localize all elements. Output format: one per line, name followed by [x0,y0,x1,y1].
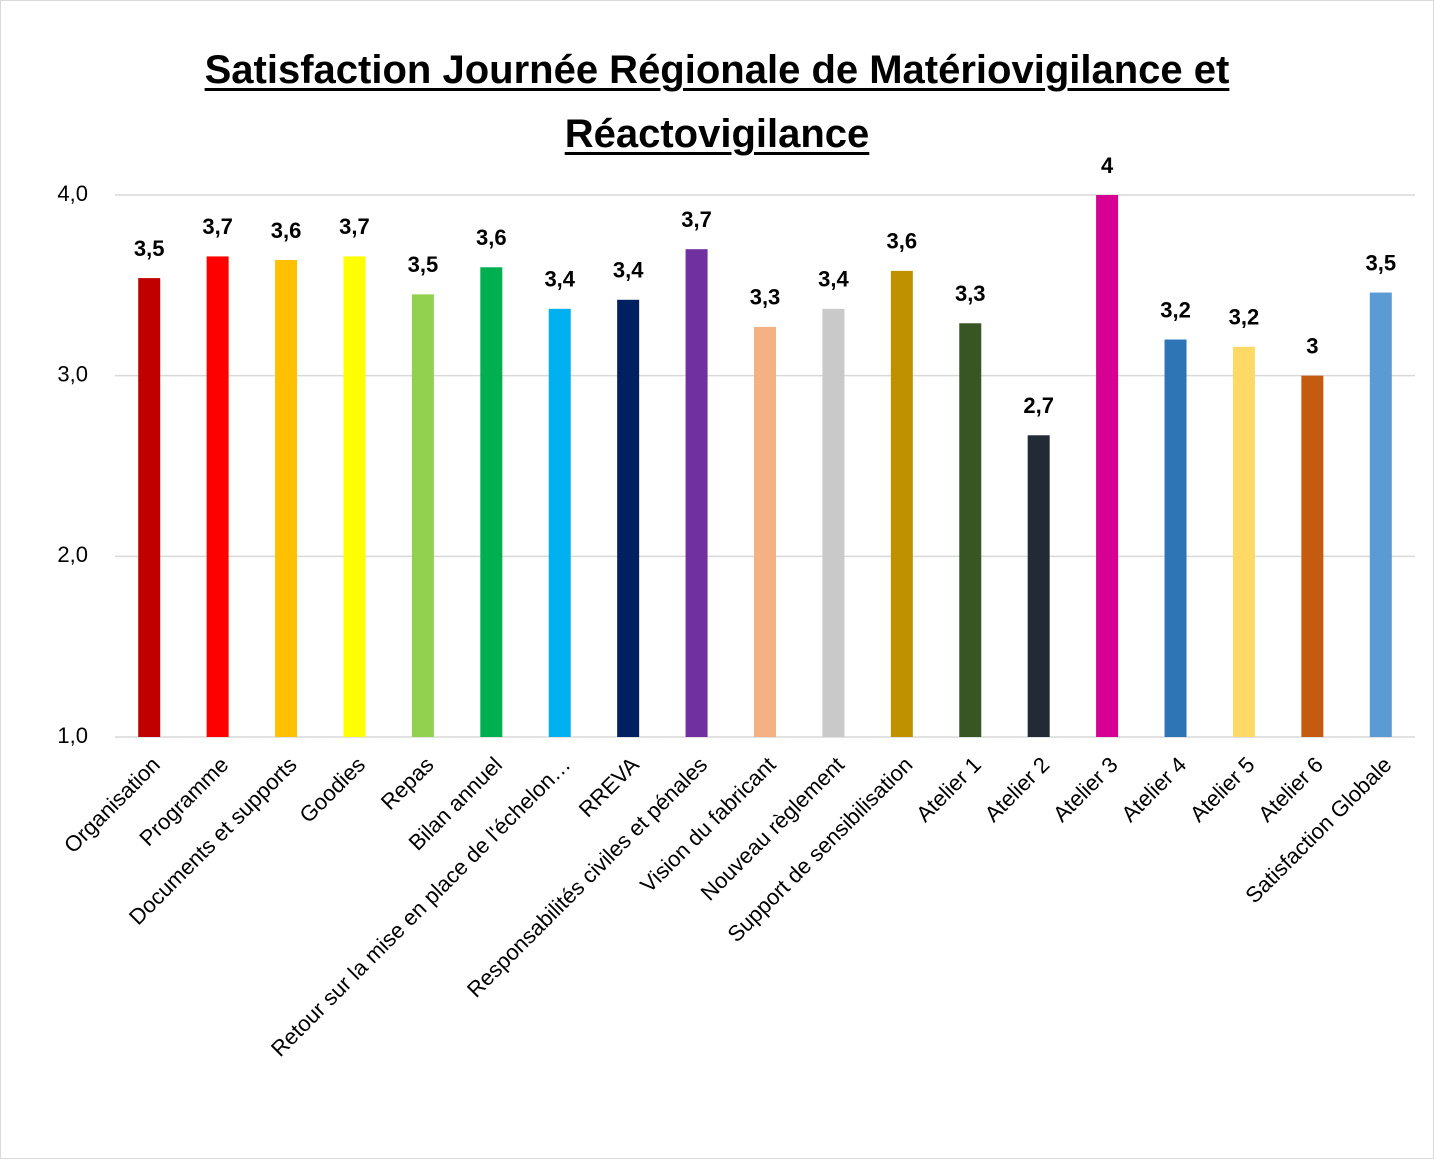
value-label: 4 [1101,153,1114,178]
bar [411,294,434,737]
bar [959,323,982,737]
value-label: 3,2 [1160,297,1191,322]
y-tick-label: 4,0 [57,181,88,206]
value-label: 3,5 [408,252,439,277]
x-tick-label: Atelier 1 [911,752,986,827]
value-label: 3,5 [1365,250,1396,275]
bar [480,267,503,737]
x-tick-label: RREVA [574,752,644,822]
value-label: 3,4 [544,267,575,292]
x-tick-label: Responsabilités civiles et pénales [462,752,712,1002]
y-tick-label: 1,0 [57,723,88,748]
bar [343,256,366,737]
x-tick-label: Atelier 5 [1185,752,1260,827]
value-label: 3,6 [887,229,918,254]
bar [1096,195,1119,737]
bar [754,326,776,737]
x-tick-label: Repas [376,752,439,815]
value-label: 3,4 [818,267,849,292]
x-tick-label: Goodies [294,752,370,828]
bar [1164,339,1187,737]
bar [275,260,298,737]
bar [1027,435,1050,737]
value-label: 3,3 [955,281,986,306]
value-label: 3,6 [271,218,302,243]
bar [617,299,640,737]
value-label: 3,6 [476,225,507,250]
bar [548,308,571,737]
bar [206,256,229,737]
value-label: 3,3 [750,285,781,310]
bar [138,278,161,737]
value-label: 3,2 [1229,305,1260,330]
bar [685,249,708,737]
x-tick-label: Atelier 4 [1116,752,1191,827]
value-label: 3,7 [202,214,233,239]
value-label: 2,7 [1023,393,1054,418]
y-tick-label: 3,0 [57,361,88,386]
value-label: 3,4 [613,258,644,283]
chart-title: Satisfaction Journée Régionale de Matéri… [204,48,1230,156]
bar [1232,346,1255,737]
bar [890,270,913,737]
bar [1301,375,1324,737]
value-label: 3,7 [339,214,370,239]
bar [822,308,845,737]
value-label: 3,5 [134,236,165,261]
value-label: 3,7 [681,207,712,232]
x-tick-label: Atelier 2 [980,752,1055,827]
bar [1369,292,1392,737]
value-label: 3 [1306,333,1318,358]
y-tick-label: 2,0 [57,542,88,567]
x-tick-label: Atelier 3 [1048,752,1123,827]
